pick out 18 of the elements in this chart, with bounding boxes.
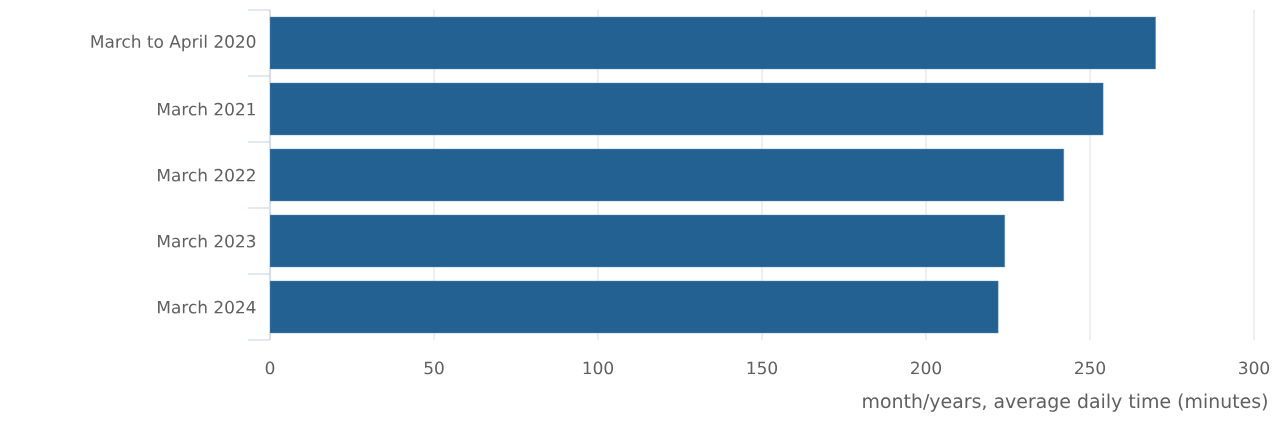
y-tick-label: March 2021	[158, 102, 255, 116]
y-tick-label: March 2022	[158, 168, 255, 182]
y-tick-label: March 2024	[158, 300, 256, 314]
x-tick-label: 250	[1075, 361, 1106, 375]
bar	[270, 16, 1156, 70]
y-tick-label: March 2023	[158, 234, 256, 248]
x-tick-label: 150	[747, 361, 778, 375]
x-axis-title: month/years, average daily time (minutes)	[863, 393, 1267, 412]
bar	[270, 148, 1064, 202]
y-tick-label: March to April 2020	[91, 34, 256, 52]
x-tick-label: 100	[583, 361, 614, 375]
x-tick-label: 0	[265, 361, 275, 375]
bar	[270, 214, 1005, 268]
bar	[270, 280, 999, 334]
bar	[270, 82, 1104, 136]
x-tick-label: 300	[1239, 361, 1270, 375]
x-tick-label: 50	[424, 361, 444, 375]
x-tick-label: 200	[911, 361, 942, 375]
